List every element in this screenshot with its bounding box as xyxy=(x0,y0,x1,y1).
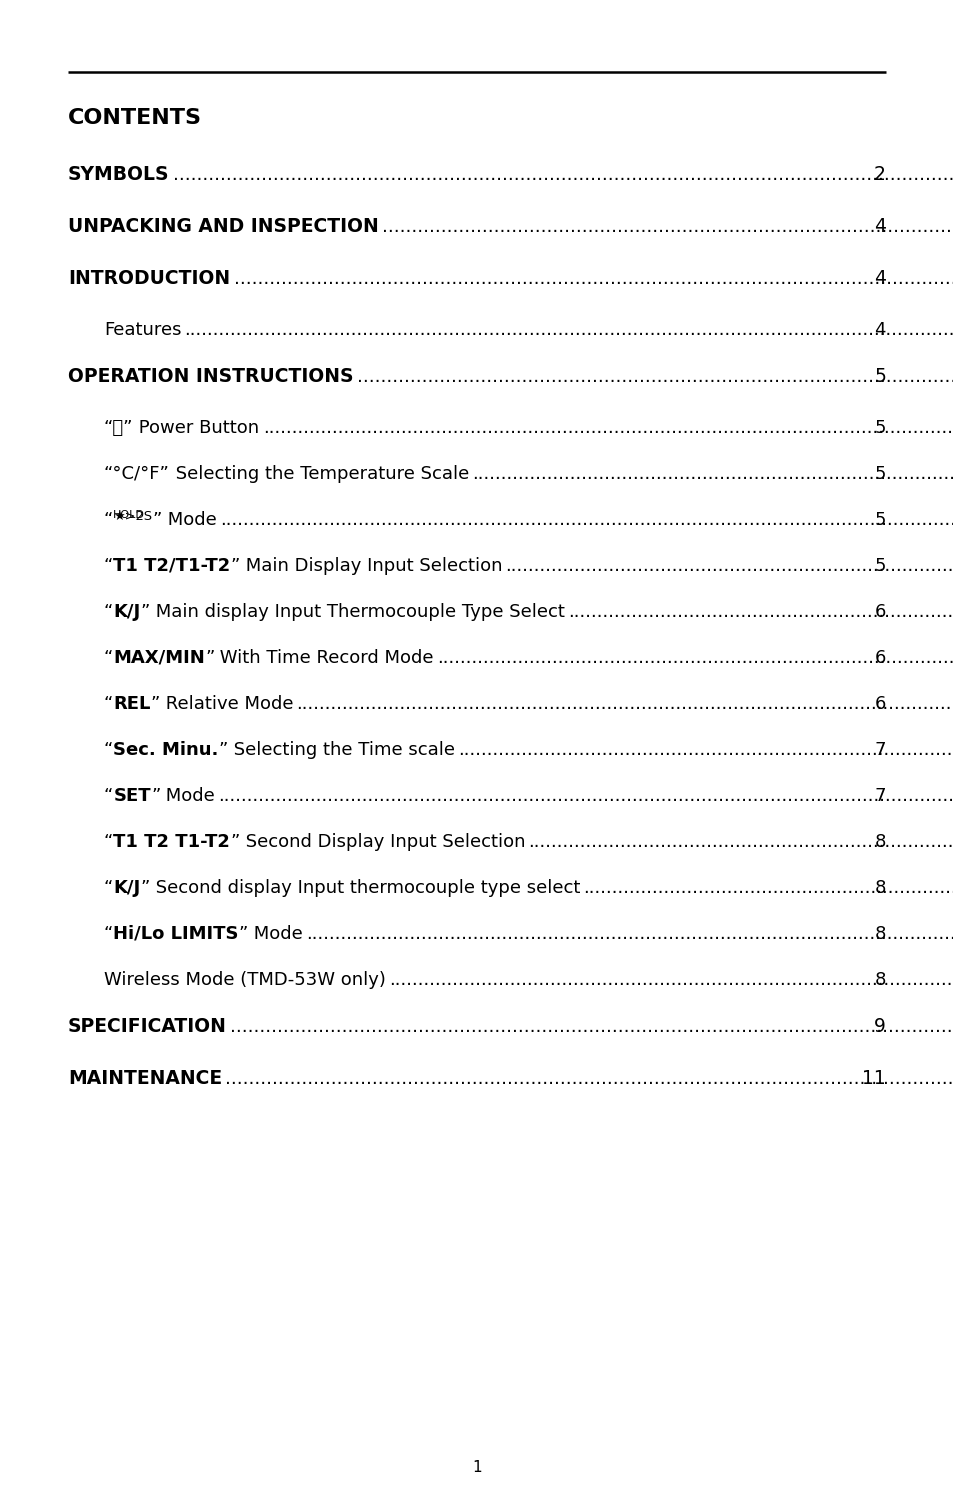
Text: Second display Input thermocouple type select: Second display Input thermocouple type s… xyxy=(150,879,579,897)
Text: 5: 5 xyxy=(874,557,885,575)
Text: 5: 5 xyxy=(874,512,885,528)
Text: 8: 8 xyxy=(874,926,885,944)
Text: Mode: Mode xyxy=(162,512,216,528)
Text: 5: 5 xyxy=(874,418,885,436)
Text: 8: 8 xyxy=(874,832,885,850)
Text: ................................................................................: ........................................… xyxy=(436,649,953,667)
Text: K/J: K/J xyxy=(113,604,140,622)
Text: “: “ xyxy=(104,787,113,805)
Text: “°C/°F”: “°C/°F” xyxy=(104,465,170,483)
Text: ”: ” xyxy=(151,787,160,805)
Text: REL: REL xyxy=(113,695,151,713)
Text: ................................................................................: ........................................… xyxy=(296,695,953,713)
Text: MAX/MIN: MAX/MIN xyxy=(113,649,205,667)
Text: ................................................................................: ........................................… xyxy=(472,465,953,483)
Text: 4: 4 xyxy=(873,269,885,287)
Text: “: “ xyxy=(104,604,113,622)
Text: ”: ” xyxy=(218,740,228,759)
Text: SYMBOLS: SYMBOLS xyxy=(68,166,170,184)
Text: Relative Mode: Relative Mode xyxy=(160,695,294,713)
Text: ”: ” xyxy=(140,879,150,897)
Text: 11: 11 xyxy=(862,1069,885,1088)
Text: Power Button: Power Button xyxy=(133,418,259,436)
Text: OPERATION INSTRUCTIONS: OPERATION INSTRUCTIONS xyxy=(68,367,354,385)
Text: Selecting the Time scale: Selecting the Time scale xyxy=(228,740,455,759)
Text: ................................................................................: ........................................… xyxy=(568,604,953,622)
Text: 8: 8 xyxy=(874,879,885,897)
Text: “: “ xyxy=(104,926,113,944)
Text: 9: 9 xyxy=(873,1017,885,1035)
Text: Mode: Mode xyxy=(160,787,214,805)
Text: Main display Input Thermocouple Type Select: Main display Input Thermocouple Type Sel… xyxy=(150,604,564,622)
Text: Second Display Input Selection: Second Display Input Selection xyxy=(239,832,524,850)
Text: ”: ” xyxy=(140,604,150,622)
Text: 8: 8 xyxy=(874,971,885,989)
Text: ................................................................................: ........................................… xyxy=(225,1069,953,1088)
Text: T1 T2 T1-T2: T1 T2 T1-T2 xyxy=(113,832,230,850)
Text: Hi/Lo LIMITS: Hi/Lo LIMITS xyxy=(113,926,238,944)
Text: ................................................................................: ........................................… xyxy=(356,367,953,385)
Text: ................................................................................: ........................................… xyxy=(233,269,953,287)
Text: ................................................................................: ........................................… xyxy=(583,879,953,897)
Text: “⏻”: “⏻” xyxy=(104,418,133,436)
Text: 1: 1 xyxy=(472,1460,481,1475)
Text: INTRODUCTION: INTRODUCTION xyxy=(68,269,230,287)
Text: T1 T2/T1-T2: T1 T2/T1-T2 xyxy=(113,557,231,575)
Text: 4: 4 xyxy=(873,217,885,236)
Text: ★>2S: ★>2S xyxy=(113,510,152,524)
Text: ................................................................................: ........................................… xyxy=(184,321,953,339)
Text: ”: ” xyxy=(151,695,160,713)
Text: ................................................................................: ........................................… xyxy=(218,787,953,805)
Text: Features: Features xyxy=(104,321,181,339)
Text: “: “ xyxy=(104,832,113,850)
Text: SPECIFICATION: SPECIFICATION xyxy=(68,1017,227,1035)
Text: ................................................................................: ........................................… xyxy=(389,971,953,989)
Text: ”: ” xyxy=(205,649,214,667)
Text: ................................................................................: ........................................… xyxy=(230,1017,953,1035)
Text: “: “ xyxy=(104,649,113,667)
Text: 5: 5 xyxy=(874,465,885,483)
Text: “: “ xyxy=(104,740,113,759)
Text: “: “ xyxy=(104,695,113,713)
Text: Selecting the Temperature Scale: Selecting the Temperature Scale xyxy=(170,465,469,483)
Text: ”: ” xyxy=(152,512,162,528)
Text: 6: 6 xyxy=(874,604,885,622)
Text: ................................................................................: ........................................… xyxy=(306,926,953,944)
Text: 5: 5 xyxy=(873,367,885,385)
Text: ”: ” xyxy=(230,832,239,850)
Text: 7: 7 xyxy=(874,787,885,805)
Text: “: “ xyxy=(104,557,113,575)
Text: With Time Record Mode: With Time Record Mode xyxy=(214,649,434,667)
Text: ................................................................................: ........................................… xyxy=(263,418,953,436)
Text: UNPACKING AND INSPECTION: UNPACKING AND INSPECTION xyxy=(68,217,378,236)
Text: ................................................................................: ........................................… xyxy=(172,166,953,184)
Text: 6: 6 xyxy=(874,695,885,713)
Text: SET: SET xyxy=(113,787,151,805)
Text: ................................................................................: ........................................… xyxy=(381,217,953,236)
Text: “: “ xyxy=(104,879,113,897)
Text: ................................................................................: ........................................… xyxy=(528,832,953,850)
Text: 4: 4 xyxy=(874,321,885,339)
Text: Mode: Mode xyxy=(248,926,303,944)
Text: HOLD: HOLD xyxy=(113,510,145,521)
Text: ................................................................................: ........................................… xyxy=(505,557,953,575)
Text: 7: 7 xyxy=(874,740,885,759)
Text: Main Display Input Selection: Main Display Input Selection xyxy=(240,557,502,575)
Text: 2: 2 xyxy=(873,166,885,184)
Text: ”: ” xyxy=(238,926,248,944)
Text: ”: ” xyxy=(231,557,240,575)
Text: K/J: K/J xyxy=(113,879,140,897)
Text: Sec. Minu.: Sec. Minu. xyxy=(113,740,218,759)
Text: ................................................................................: ........................................… xyxy=(220,512,953,528)
Text: MAINTENANCE: MAINTENANCE xyxy=(68,1069,222,1088)
Text: 6: 6 xyxy=(874,649,885,667)
Text: ................................................................................: ........................................… xyxy=(457,740,953,759)
Text: CONTENTS: CONTENTS xyxy=(68,108,202,128)
Text: Wireless Mode (TMD-53W only): Wireless Mode (TMD-53W only) xyxy=(104,971,385,989)
Text: “: “ xyxy=(104,512,113,528)
